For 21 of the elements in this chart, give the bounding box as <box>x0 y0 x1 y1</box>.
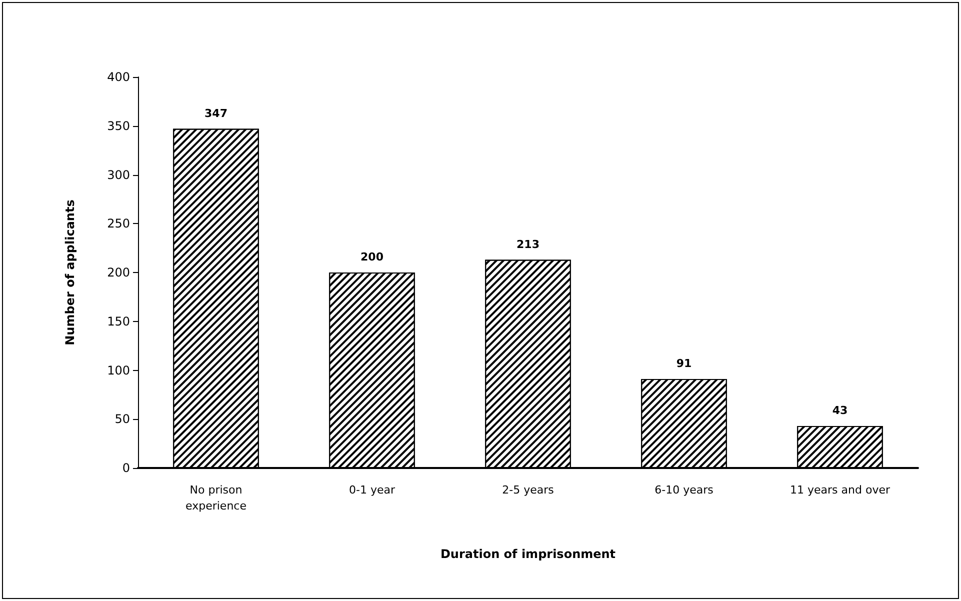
data-label: 347 <box>204 106 228 120</box>
data-label: 91 <box>676 357 692 370</box>
y-tick-label: 0 <box>122 461 130 475</box>
x-tick-label: 0-1 year <box>348 484 396 496</box>
y-tick-label: 400 <box>107 70 130 84</box>
y-tick-label: 300 <box>107 168 130 182</box>
y-tick-label: 150 <box>107 314 130 328</box>
x-axis-title: Duration of imprisonment <box>440 547 616 561</box>
y-tick-label: 350 <box>107 118 130 133</box>
y-tick-label: 100 <box>107 363 130 378</box>
x-tick-label: No prison experience <box>186 484 247 512</box>
data-label: 200 <box>360 250 384 264</box>
x-tick-label: 2-5 years <box>502 484 554 496</box>
y-tick-label: 50 <box>114 412 130 426</box>
y-axis-title: Number of applicants <box>63 200 77 346</box>
x-tick-label: 6-10 years <box>654 484 714 496</box>
y-tick-label: 200 <box>107 266 130 280</box>
data-label: 43 <box>832 404 848 417</box>
y-tick-label: 250 <box>107 216 130 231</box>
x-tick-label: 11 years and over <box>790 484 890 496</box>
data-label: 213 <box>516 238 540 251</box>
